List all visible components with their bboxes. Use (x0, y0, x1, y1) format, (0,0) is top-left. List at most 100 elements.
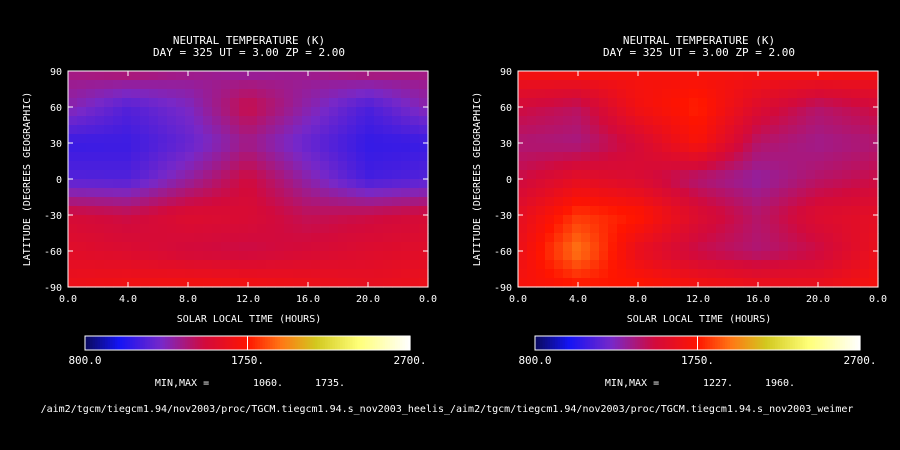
heatmap-cell (554, 251, 564, 261)
heatmap-cell (590, 215, 600, 225)
heatmap-cell (626, 197, 636, 207)
heatmap-cell (806, 89, 816, 99)
heatmap-cell (743, 224, 753, 234)
heatmap-cell (770, 224, 780, 234)
heatmap-cell (734, 215, 744, 225)
heatmap-cell (842, 152, 852, 162)
heatmap-cell (374, 98, 384, 108)
heatmap-cell (761, 170, 771, 180)
heatmap-cell (644, 134, 654, 144)
colorbar-cell (760, 336, 764, 350)
colorbar-cell (712, 336, 716, 350)
heatmap-cell (176, 251, 186, 261)
colorbar-cell (795, 336, 799, 350)
heatmap-cell (365, 188, 375, 198)
heatmap-cell (122, 116, 132, 126)
colorbar-cell (372, 336, 376, 350)
colorbar-mid-label: 1750. (681, 354, 714, 367)
heatmap-cell (113, 206, 123, 216)
heatmap-cell (185, 179, 195, 189)
heatmap-cell (518, 125, 528, 135)
heatmap-cell (239, 116, 249, 126)
y-tick-label: -30 (494, 211, 512, 222)
heatmap-cell (626, 179, 636, 189)
heatmap-cell (824, 251, 834, 261)
heatmap-cell (284, 170, 294, 180)
heatmap-cell (158, 269, 168, 279)
heatmap-cell (410, 143, 420, 153)
heatmap-cell (608, 143, 618, 153)
heatmap-cell (689, 179, 699, 189)
colorbar-cell (382, 336, 386, 350)
heatmap-cell (149, 71, 159, 81)
heatmap-cell (212, 80, 222, 90)
heatmap-cell (734, 80, 744, 90)
heatmap-cell (401, 197, 411, 207)
heatmap-cell (635, 188, 645, 198)
heatmap-cell (311, 215, 321, 225)
heatmap-cell (419, 116, 429, 126)
heatmap-cell (869, 116, 879, 126)
heatmap-cell (248, 71, 258, 81)
heatmap-cell (563, 71, 573, 81)
heatmap-cell (635, 197, 645, 207)
heatmap-cell (689, 197, 699, 207)
min-value: 1227. (703, 378, 733, 389)
colorbar-cell (370, 336, 374, 350)
heatmap-cell (671, 89, 681, 99)
heatmap-cell (338, 134, 348, 144)
heatmap-cell (590, 197, 600, 207)
heatmap-cell (581, 170, 591, 180)
heatmap-cell (185, 161, 195, 171)
heatmap-cell (275, 125, 285, 135)
heatmap-cell (590, 269, 600, 279)
heatmap-cell (707, 143, 717, 153)
heatmap-cell (185, 242, 195, 252)
heatmap-cell (419, 260, 429, 270)
heatmap-cell (149, 269, 159, 279)
heatmap-cell (248, 215, 258, 225)
heatmap-cell (194, 116, 204, 126)
heatmap-cell (77, 71, 87, 81)
heatmap-cell (869, 197, 879, 207)
heatmap-cell (851, 206, 861, 216)
heatmap-cell (653, 260, 663, 270)
heatmap-cell (158, 125, 168, 135)
heatmap-cell (662, 71, 672, 81)
heatmap-cell (212, 269, 222, 279)
heatmap-cell (635, 215, 645, 225)
x-tick-label: 8.0 (179, 294, 197, 305)
heatmap-cell (788, 71, 798, 81)
heatmap-cell (194, 98, 204, 108)
heatmap-cell (518, 278, 528, 288)
heatmap-cell (680, 134, 690, 144)
heatmap-cell (257, 224, 267, 234)
heatmap-cell (176, 206, 186, 216)
heatmap-cell (788, 251, 798, 261)
heatmap-cell (545, 188, 555, 198)
heatmap-cell (554, 80, 564, 90)
heatmap-cell (743, 134, 753, 144)
plot-svg-right: NEUTRAL TEMPERATURE (K)DAY = 325 UT = 3.… (472, 34, 887, 389)
heatmap-cell (653, 125, 663, 135)
heatmap-cell (392, 188, 402, 198)
heatmap-cell (383, 179, 393, 189)
heatmap-cell (545, 107, 555, 117)
heatmap-cell (824, 197, 834, 207)
heatmap-cell (743, 170, 753, 180)
heatmap-cell (770, 89, 780, 99)
heatmap-cell (617, 197, 627, 207)
heatmap-cell (572, 206, 582, 216)
heatmap-cell (581, 152, 591, 162)
temperature-plot-right: NEUTRAL TEMPERATURE (K) DAY = 325 UT = 3.… (450, 0, 900, 450)
heatmap-cell (680, 71, 690, 81)
heatmap-cell (392, 224, 402, 234)
heatmap-cell (833, 224, 843, 234)
heatmap-cell (167, 98, 177, 108)
heatmap-cell (779, 179, 789, 189)
colorbar-cell (550, 336, 554, 350)
heatmap-cell (833, 242, 843, 252)
colorbar-cell (675, 336, 679, 350)
heatmap-cell (581, 161, 591, 171)
colorbar-cell (827, 336, 831, 350)
